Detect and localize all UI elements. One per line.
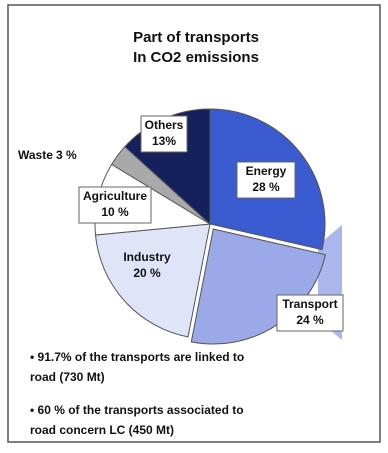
chart-title: In CO2 emissions	[133, 49, 259, 66]
slice-label: Transport	[282, 297, 337, 311]
value-label: 20 %	[133, 266, 161, 280]
slice-label: Industry	[123, 250, 171, 264]
labels: Energy 28 % Transport 24 % Industry 20 % Agric…	[18, 115, 344, 332]
chart-title: Part of transports	[133, 29, 259, 46]
label-box	[276, 294, 344, 332]
annotation: • 60 % of the transports associated to	[30, 403, 244, 417]
pie-slice	[94, 223, 211, 338]
slice-label: Others	[145, 118, 184, 132]
value-label: 10 %	[101, 205, 129, 219]
annotation: road concern LC (450 Mt)	[30, 423, 174, 437]
value-label: 13%	[152, 134, 176, 148]
slice-label: Waste	[18, 148, 53, 162]
value-label: 3 %	[56, 148, 77, 162]
value-label: 24 %	[296, 313, 324, 327]
label-box	[236, 161, 296, 199]
slice-label: Agriculture	[83, 189, 147, 203]
annotation: • 91.7% of the transports are linked to	[30, 350, 244, 364]
slice-label: Energy	[246, 164, 287, 178]
label-box	[78, 186, 152, 224]
pie-slice	[190, 228, 326, 345]
label-box	[140, 115, 188, 153]
value-label: 28 %	[252, 180, 280, 194]
annotation: road (730 Mt)	[30, 370, 105, 384]
